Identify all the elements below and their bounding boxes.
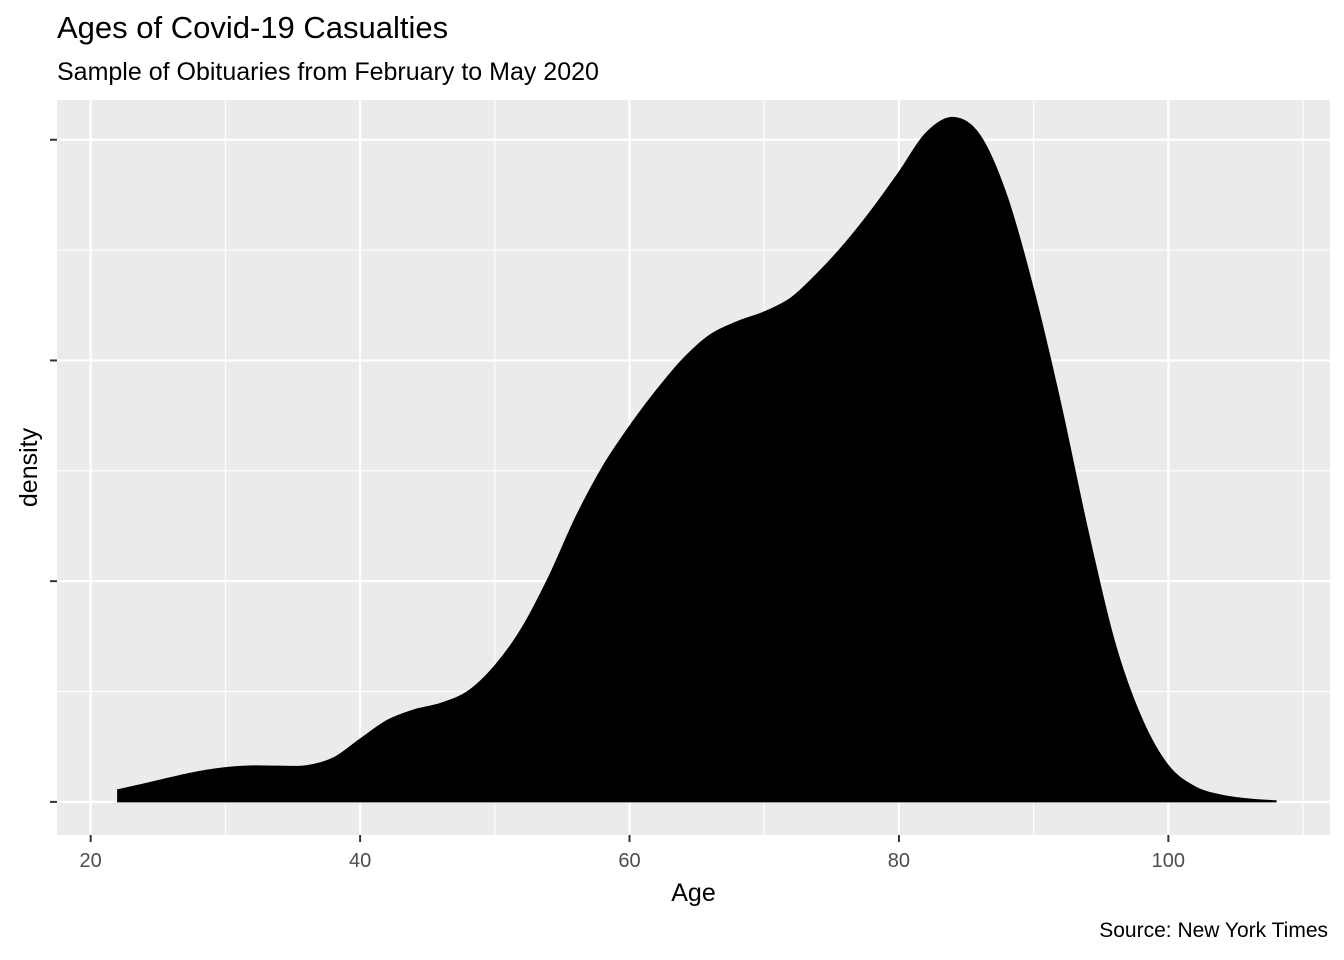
- y-axis-title: density: [15, 427, 43, 507]
- density-area: [117, 116, 1277, 803]
- chart-title: Ages of Covid-19 Casualties: [57, 10, 449, 45]
- x-tick-label: 60: [618, 850, 640, 872]
- x-tick-label: 100: [1152, 850, 1185, 872]
- x-tick-label: 80: [888, 850, 910, 872]
- chart-caption: Source: New York Times: [1099, 919, 1328, 942]
- x-tick-label: 20: [80, 850, 102, 872]
- chart-subtitle: Sample of Obituaries from February to Ma…: [57, 58, 599, 86]
- x-axis-title: Age: [671, 879, 715, 907]
- x-tick-label: 40: [349, 850, 371, 872]
- y-axis: [50, 138, 57, 803]
- x-axis: 20 40 60 80 100: [80, 835, 1185, 872]
